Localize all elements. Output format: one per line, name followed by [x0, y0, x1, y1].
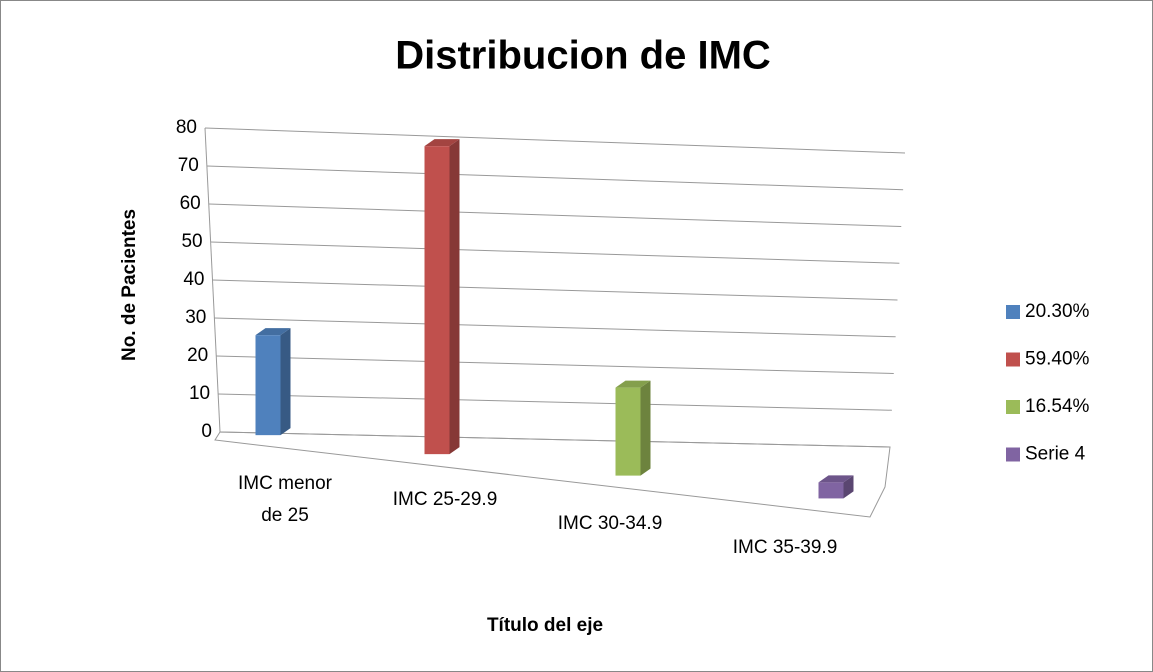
legend-label: 20.30%: [1025, 301, 1090, 322]
bar: [255, 335, 281, 436]
y-tick-label: 0: [201, 421, 212, 442]
legend-swatch: [1006, 400, 1020, 414]
y-tick-label: 20: [187, 345, 208, 366]
bar-side: [843, 475, 854, 499]
bar-top: [424, 139, 460, 147]
bar: [615, 387, 641, 476]
y-tick-label: 70: [178, 155, 199, 176]
legend-swatch: [1006, 352, 1020, 367]
grid-line: [216, 355, 894, 374]
grid-line: [206, 165, 904, 191]
y-tick-label: 60: [180, 193, 201, 214]
grid-line: [210, 241, 900, 264]
x-axis-title: Título del eje: [487, 615, 603, 636]
legend-swatch: [1006, 305, 1020, 319]
legend-label: Serie 4: [1025, 444, 1086, 465]
grid-line: [214, 317, 896, 338]
bar-top: [255, 328, 291, 336]
x-tick-label: IMC 25-29.9: [392, 489, 498, 510]
grid-line: [218, 393, 892, 411]
bar-top: [818, 475, 854, 483]
bar-side: [449, 139, 460, 455]
legend-label: 59.40%: [1025, 349, 1090, 370]
grid-line: [212, 279, 898, 301]
bar-side: [280, 328, 291, 436]
y-tick-label: 80: [176, 117, 197, 138]
y-tick-label: 50: [181, 231, 202, 252]
legend-swatch: [1006, 447, 1020, 462]
y-axis-title: No. de Pacientes: [119, 209, 140, 361]
legend-label: 16.54%: [1025, 396, 1090, 417]
y-tick-label: 10: [189, 383, 210, 404]
bar-top: [615, 380, 651, 388]
y-tick-label: 40: [183, 269, 204, 290]
chart-title: Distribucion de IMC: [395, 34, 771, 78]
x-tick-label: IMC 35-39.9: [732, 537, 838, 558]
y-tick-label: 30: [185, 307, 206, 328]
bar: [424, 146, 450, 455]
grid-line: [204, 127, 906, 154]
x-tick-label: IMC menor de 25: [238, 473, 332, 526]
grid-line: [219, 431, 891, 448]
bar-side: [640, 380, 651, 476]
x-tick-label: IMC 30-34.9: [557, 513, 663, 534]
grid-line: [208, 203, 902, 227]
bar: [818, 482, 844, 499]
